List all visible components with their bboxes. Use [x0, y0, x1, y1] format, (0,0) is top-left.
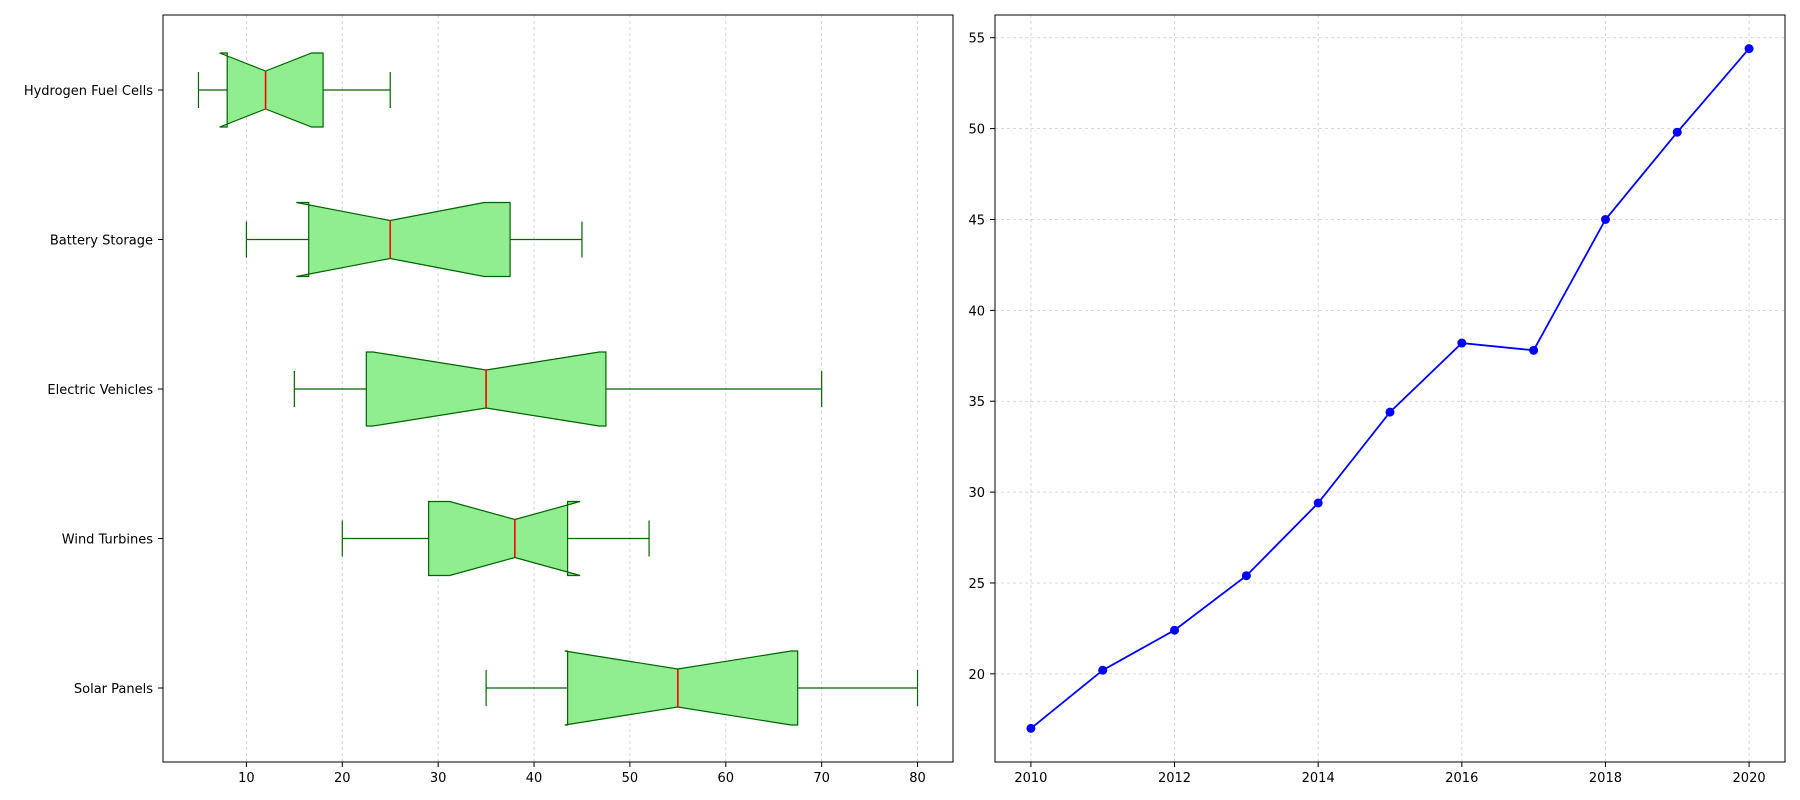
y-tick-label: 35: [968, 395, 985, 410]
series-line: [1030, 48, 1750, 730]
left-ticks: 10 20 30 40 50 60 70 80 Hydrogen Fuel Cells Batte…: [24, 84, 926, 786]
data-point: [1385, 407, 1395, 417]
x-tick-label: 2020: [1733, 771, 1766, 786]
category-label: Solar Panels: [74, 682, 153, 697]
left-boxes: [197, 52, 919, 726]
box-body: [564, 650, 799, 726]
data-point: [1529, 345, 1539, 355]
box-wind-turbines: [341, 500, 650, 577]
boxplot-chart: 10 20 30 40 50 60 70 80 Hydrogen Fuel Cells Batte…: [24, 14, 954, 786]
box-battery-storage: [245, 201, 583, 278]
category-label: Battery Storage: [50, 234, 153, 249]
data-point: [1170, 625, 1180, 635]
x-tick-label: 2016: [1445, 771, 1478, 786]
y-tick-label: 50: [968, 123, 985, 138]
box-solar-panels: [485, 650, 919, 726]
box-electric-vehicles: [293, 351, 823, 427]
box-body: [219, 52, 324, 128]
x-tick-label: 2010: [1014, 771, 1047, 786]
y-tick-label: 40: [968, 304, 985, 319]
x-tick-label: 2018: [1589, 771, 1622, 786]
x-tick-label: 20: [334, 771, 351, 786]
x-tick-label: 2014: [1302, 771, 1335, 786]
data-point: [1672, 127, 1682, 137]
left-plot-frame: [162, 14, 954, 763]
box-body: [296, 201, 511, 278]
data-point: [1241, 571, 1251, 581]
box-body: [428, 500, 581, 577]
x-tick-label: 40: [526, 771, 543, 786]
y-tick-label: 55: [968, 32, 985, 47]
x-tick-label: 80: [909, 771, 926, 786]
box-hydrogen-fuel-cells: [197, 52, 391, 128]
data-point: [1026, 723, 1036, 733]
category-label: Wind Turbines: [62, 533, 153, 548]
x-tick-label: 50: [622, 771, 639, 786]
x-tick-label: 10: [238, 771, 255, 786]
x-tick-label: 2012: [1158, 771, 1191, 786]
y-tick-label: 30: [968, 486, 985, 501]
data-point: [1313, 498, 1323, 508]
right-line: [1026, 44, 1754, 733]
category-label: Hydrogen Fuel Cells: [24, 84, 153, 99]
data-point: [1457, 338, 1467, 348]
y-tick-label: 20: [968, 668, 985, 683]
right-plot-frame: [994, 14, 1786, 763]
data-point: [1744, 44, 1754, 54]
data-point: [1600, 214, 1610, 224]
right-grid: [995, 15, 1785, 762]
x-tick-label: 30: [430, 771, 447, 786]
category-label: Electric Vehicles: [47, 383, 153, 398]
data-point: [1098, 665, 1108, 675]
x-tick-label: 70: [813, 771, 830, 786]
y-tick-label: 45: [968, 213, 985, 228]
y-tick-label: 25: [968, 577, 985, 592]
x-tick-label: 60: [718, 771, 735, 786]
